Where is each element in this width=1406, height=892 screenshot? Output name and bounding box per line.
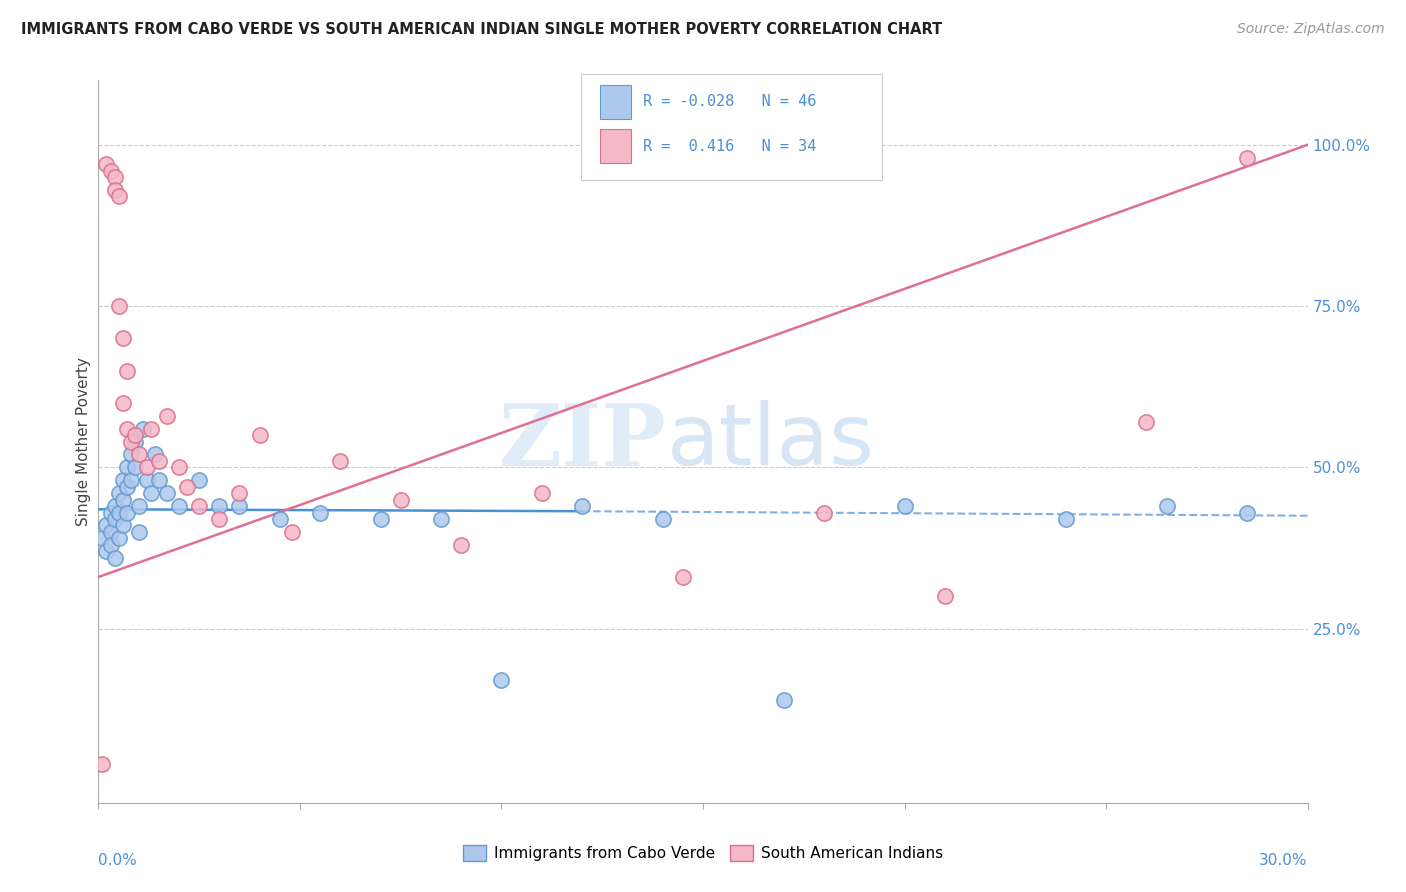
Point [893,499,915,513]
Point [124,428,146,442]
Point [135,460,157,475]
Y-axis label: Single Mother Poverty: Single Mother Poverty [76,357,91,526]
Point [1135,415,1157,429]
Text: 30.0%: 30.0% [1260,854,1308,869]
Point [148,454,170,468]
Point [115,363,138,377]
Point [370,512,392,526]
Point [176,480,198,494]
Point [571,499,593,513]
Point [103,512,125,526]
Point [115,460,138,475]
Point [450,538,472,552]
Point [124,434,146,449]
Point [91,531,114,545]
Point [188,473,211,487]
Point [672,570,695,584]
Point [139,422,162,436]
Point [1236,151,1258,165]
Point [107,531,129,545]
Point [103,169,125,184]
Point [103,550,125,565]
Text: Source: ZipAtlas.com: Source: ZipAtlas.com [1237,22,1385,37]
Point [103,183,125,197]
Point [329,454,352,468]
Point [115,480,138,494]
Point [772,692,794,706]
Point [1054,512,1077,526]
Point [120,473,142,487]
Point [143,447,166,461]
Point [111,331,134,345]
Point [530,486,553,500]
Text: 0.0%: 0.0% [98,854,138,869]
Point [107,486,129,500]
Point [491,673,513,688]
Point [309,506,332,520]
Text: atlas: atlas [666,400,875,483]
Point [249,428,271,442]
Point [132,422,155,436]
Point [124,460,146,475]
Point [208,499,231,513]
Point [188,499,211,513]
Point [128,447,150,461]
Point [1156,499,1178,513]
Point [281,524,304,539]
Legend: Immigrants from Cabo Verde, South American Indians: Immigrants from Cabo Verde, South Americ… [457,839,949,867]
Point [167,499,190,513]
Point [934,590,956,604]
Point [128,499,150,513]
Point [96,518,118,533]
Point [107,189,129,203]
Point [208,512,231,526]
Point [430,512,453,526]
Point [107,506,129,520]
Point [111,473,134,487]
Point [651,512,673,526]
Point [111,518,134,533]
Text: R = -0.028   N = 46: R = -0.028 N = 46 [643,95,815,110]
Point [96,544,118,558]
Point [120,434,142,449]
Point [111,396,134,410]
Point [107,299,129,313]
Point [96,157,118,171]
Point [1236,506,1258,520]
Point [91,757,114,772]
Point [103,499,125,513]
Point [115,422,138,436]
Text: R =  0.416   N = 34: R = 0.416 N = 34 [643,138,815,153]
Point [813,506,835,520]
Text: IMMIGRANTS FROM CABO VERDE VS SOUTH AMERICAN INDIAN SINGLE MOTHER POVERTY CORREL: IMMIGRANTS FROM CABO VERDE VS SOUTH AMER… [21,22,942,37]
Point [269,512,291,526]
Point [389,492,412,507]
Point [156,486,179,500]
Point [156,409,179,423]
Point [111,492,134,507]
Point [167,460,190,475]
Point [228,486,250,500]
Point [128,524,150,539]
Point [228,499,250,513]
Point [100,538,122,552]
Point [115,506,138,520]
Point [148,473,170,487]
Point [100,163,122,178]
Point [100,524,122,539]
Point [120,447,142,461]
Text: ZIP: ZIP [499,400,666,483]
Point [139,486,162,500]
Point [100,506,122,520]
Point [135,473,157,487]
